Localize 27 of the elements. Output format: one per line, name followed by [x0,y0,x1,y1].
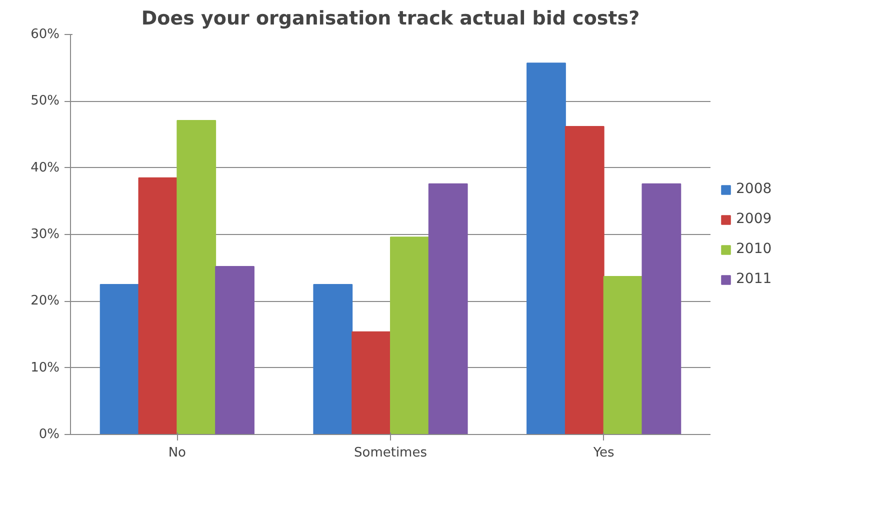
legend-label: 2010 [736,241,772,257]
x-tick-label: Yes [592,446,615,460]
y-tick-label: 20% [30,294,60,309]
x-tick-label: Sometimes [354,446,428,460]
chart-title: Does your organisation track actual bid costs? [141,8,640,30]
bar [390,236,430,434]
legend-label: 2009 [736,211,772,227]
bar [313,284,353,434]
x-tick-label: No [168,446,186,460]
y-tick-label: 40% [30,160,60,176]
legend-label: 2011 [736,271,772,287]
bar [352,331,391,434]
y-tick-label: 60% [30,27,60,42]
y-tick-label: 30% [30,227,60,242]
bar [603,276,643,434]
bar [428,183,468,434]
bar [176,120,216,434]
bar [138,177,178,434]
y-tick-label: 0% [38,427,60,442]
bar [564,126,604,434]
bar [215,266,254,434]
bar [526,62,566,434]
y-tick-label: 10% [30,360,60,376]
bar [100,284,140,434]
y-tick-label: 50% [30,94,60,109]
bar [642,183,682,434]
legend-label: 2008 [736,181,772,197]
